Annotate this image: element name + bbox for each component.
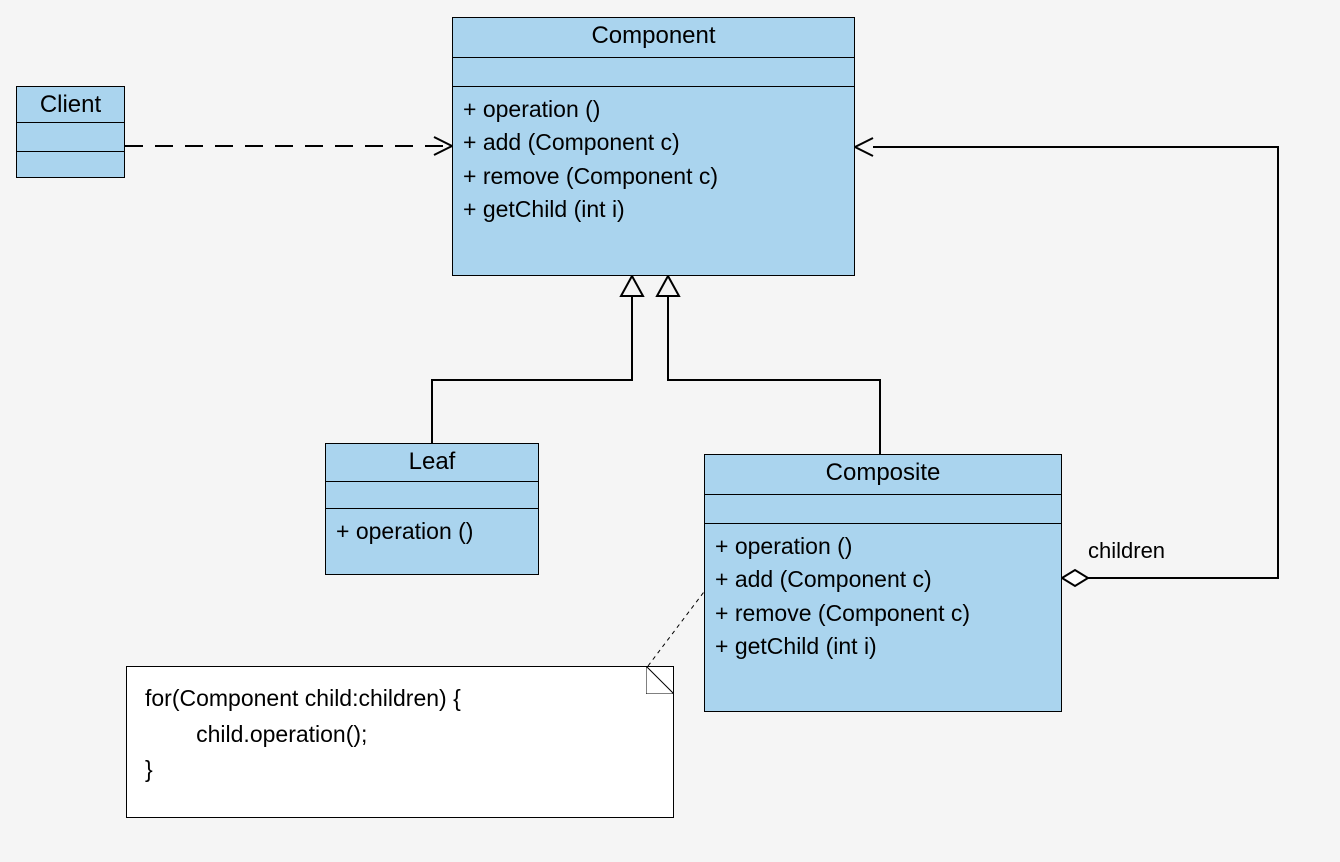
class-composite-title: Composite [705, 455, 1061, 495]
composite-op-2: + remove (Component c) [715, 597, 1051, 630]
note-line-0: for(Component child:children) { [145, 681, 655, 717]
class-component: Component + operation () + add (Componen… [452, 17, 855, 276]
class-component-title: Component [453, 18, 854, 58]
class-component-attrs [453, 58, 854, 87]
class-leaf: Leaf + operation () [325, 443, 539, 575]
class-composite-ops: + operation () + add (Component c) + rem… [705, 524, 1061, 671]
class-client-attrs [17, 123, 124, 152]
class-client-ops [17, 152, 124, 166]
component-op-0: + operation () [463, 93, 844, 126]
composite-op-3: + getChild (int i) [715, 630, 1051, 663]
component-op-3: + getChild (int i) [463, 193, 844, 226]
component-op-2: + remove (Component c) [463, 160, 844, 193]
note-fold-icon [646, 666, 674, 694]
aggregation-label-children: children [1088, 538, 1165, 564]
class-leaf-attrs [326, 482, 538, 509]
note-operation-impl: for(Component child:children) { child.op… [126, 666, 674, 818]
class-leaf-ops: + operation () [326, 509, 538, 556]
class-leaf-title: Leaf [326, 444, 538, 482]
composite-op-0: + operation () [715, 530, 1051, 563]
class-client-title: Client [17, 87, 124, 123]
uml-canvas: Client Component + operation () + add (C… [0, 0, 1340, 862]
note-line-1: child.operation(); [145, 717, 655, 753]
class-composite: Composite + operation () + add (Componen… [704, 454, 1062, 712]
component-op-1: + add (Component c) [463, 126, 844, 159]
class-composite-attrs [705, 495, 1061, 524]
class-component-ops: + operation () + add (Component c) + rem… [453, 87, 854, 234]
class-client: Client [16, 86, 125, 178]
composite-op-1: + add (Component c) [715, 563, 1051, 596]
leaf-op-0: + operation () [336, 515, 528, 548]
note-line-2: } [145, 752, 655, 788]
